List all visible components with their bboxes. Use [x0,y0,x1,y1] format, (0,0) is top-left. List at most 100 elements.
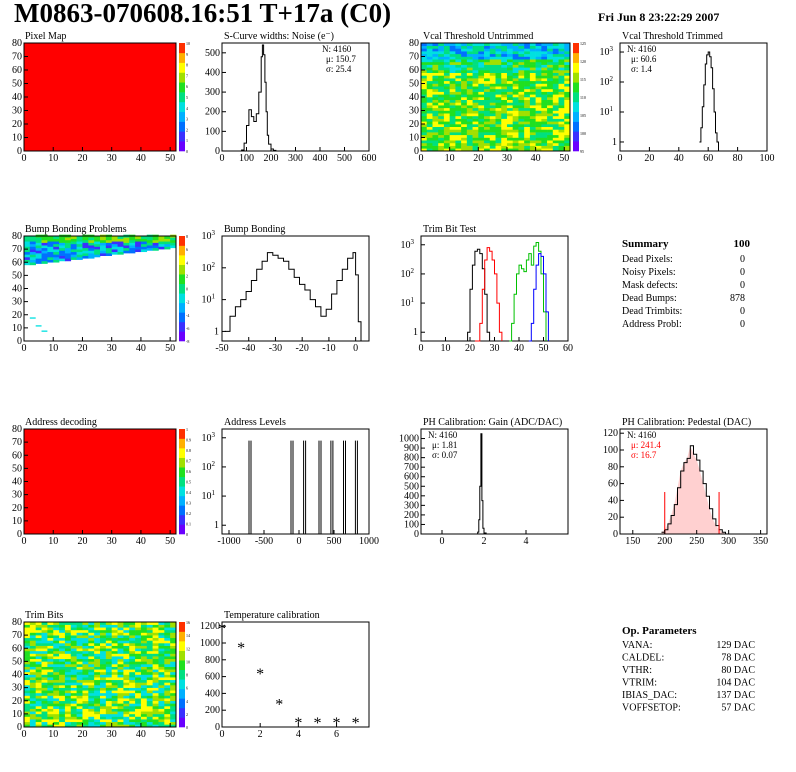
vcal-untrimmed-cell [426,118,433,122]
trim-bits-cell [41,664,48,667]
bump-map-cell [24,254,31,258]
bump-map-cell [94,238,101,242]
trim-bits-cell [35,653,42,657]
temperature-calibration-point: * [275,696,283,713]
trim-bits-cell [140,706,148,709]
vcal-untrimmed-cell [552,99,559,103]
trim-bits-cell [94,661,101,665]
trim-bits-cell [129,656,136,660]
trim-bits-cell [41,719,48,723]
vcal-untrimmed-cell [512,43,519,46]
trim-bits-cell [35,669,42,673]
trim-bits-cell [64,698,72,702]
vcal-trimmed-title: Vcal Threshold Trimmed [622,31,723,42]
bump-map-cell [24,238,31,242]
bump-map-palette-band [179,255,185,265]
pixel-map-palette-tick: 10 [186,41,190,46]
bump-map-cell [123,247,130,251]
vcal-untrimmed-cell [535,43,542,46]
summary-row-label: Mask defects: [622,280,678,291]
vcal-untrimmed-cell [495,145,502,149]
noise-xtick-label: 200 [264,153,279,164]
vcal-untrimmed-cell [426,91,433,95]
trim-bits-cell [111,622,118,625]
vcal-untrimmed-cell [478,94,485,98]
trim-bits-cell [53,706,60,709]
vcal-untrimmed-cell [506,94,513,98]
trim-bits-cell [164,645,171,649]
trim-bits-cell [111,653,118,657]
trim-bits-cell [129,635,136,639]
vcal-untrimmed-cell [529,48,536,52]
trim-bits-cell [123,708,130,712]
address-levels-ytick-label: 1 [214,520,219,531]
trim-bits-cell [24,716,31,720]
trim-bits-cell [53,632,60,636]
vcal-untrimmed-cell [466,80,473,84]
trim-bits-cell [135,708,142,712]
trim-bits-cell [146,724,153,728]
trim-bits-cell [105,632,112,636]
vcal-untrimmed-cell [489,142,496,146]
bump-map-cell [64,242,72,246]
trim-bits-cell [29,666,36,670]
vcal-untrimmed-cell [466,67,473,71]
trim-bits-cell [35,624,42,628]
trim-bits-cell [70,695,77,699]
trim-bits-cell [100,650,107,654]
vcal-untrimmed-cell [455,140,462,144]
temperature-calibration-ytick-label: 1200 [200,621,220,632]
trim-bits-cell [53,629,60,633]
vcal-untrimmed-cell [541,97,548,100]
bump-map-cell [88,242,95,246]
trim-bits-cell [100,711,107,715]
vcal-untrimmed-cell [512,129,519,133]
vcal-untrimmed-cell [564,121,571,125]
trim-bits-cell [41,721,48,725]
trim-bits-cell [35,700,42,704]
trim-bits-cell [88,721,95,725]
trim-bits-cell [105,695,112,699]
pixel-map-ytick-label: 70 [12,52,22,63]
trim-bits-cell [53,653,60,657]
trim-bits-cell [146,708,153,712]
trim-bits-cell [140,700,148,704]
trim-bits-cell [170,708,177,712]
vcal-untrimmed-cell [461,72,468,76]
vcal-untrimmed-cell [564,72,571,76]
temperature-calibration-point: * [237,640,245,657]
vcal-untrimmed-cell [495,78,502,82]
vcal-untrimmed-cell [512,86,519,90]
vcal-untrimmed-cell [438,94,445,98]
bump-map-cell [152,242,159,246]
trim-bits-cell [53,724,60,728]
trim-bits-cell [41,648,48,652]
vcal-untrimmed-cell [438,110,445,114]
trim-bits-cell [24,692,31,696]
vcal-untrimmed-cell [449,126,456,130]
vcal-untrimmed-cell [564,51,571,55]
trim-bits-cell [35,719,42,723]
vcal-untrimmed-cell [541,91,548,95]
bump-map-cell [94,243,101,247]
trim-bits-cell [164,640,171,644]
trim-bits-cell [158,716,165,720]
vcal-untrimmed-cell [547,121,554,125]
noise-xtick-label: 400 [313,153,328,164]
vcal-untrimmed-cell [524,70,531,73]
vcal-untrimmed-cell [524,124,531,127]
vcal-untrimmed-cell [518,105,525,109]
vcal-untrimmed-cell [564,129,571,133]
trim-bits-cell [158,653,165,657]
vcal-untrimmed-cell [512,121,519,125]
vcal-untrimmed-cell [506,45,513,49]
vcal-untrimmed-cell [547,94,554,98]
vcal-untrimmed-cell [438,53,445,57]
trim-bits-cell [111,674,118,678]
vcal-untrimmed-cell [455,102,462,106]
vcal-untrimmed-cell [529,64,536,68]
vcal-untrimmed-cell [438,99,445,103]
trim-bits-cell [59,703,66,707]
trim-bits-cell [117,703,124,707]
trim-bits-cell [64,685,72,688]
